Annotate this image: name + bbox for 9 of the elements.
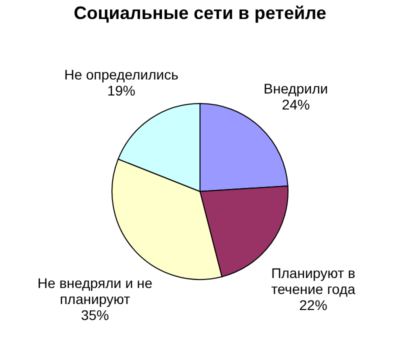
data-label: 24%: [282, 96, 310, 112]
slice-label: Планируют в течение года: [271, 264, 356, 297]
chart-title: Социальные сети в ретейле: [74, 3, 326, 23]
slice-label: Не определились: [64, 66, 178, 83]
slice-label: Не внедряли и не планируют: [38, 275, 153, 308]
data-label: 35%: [80, 307, 109, 324]
slice-label: Внедрили: [264, 80, 328, 96]
data-label: 22%: [299, 296, 328, 313]
data-label: 19%: [107, 82, 136, 99]
